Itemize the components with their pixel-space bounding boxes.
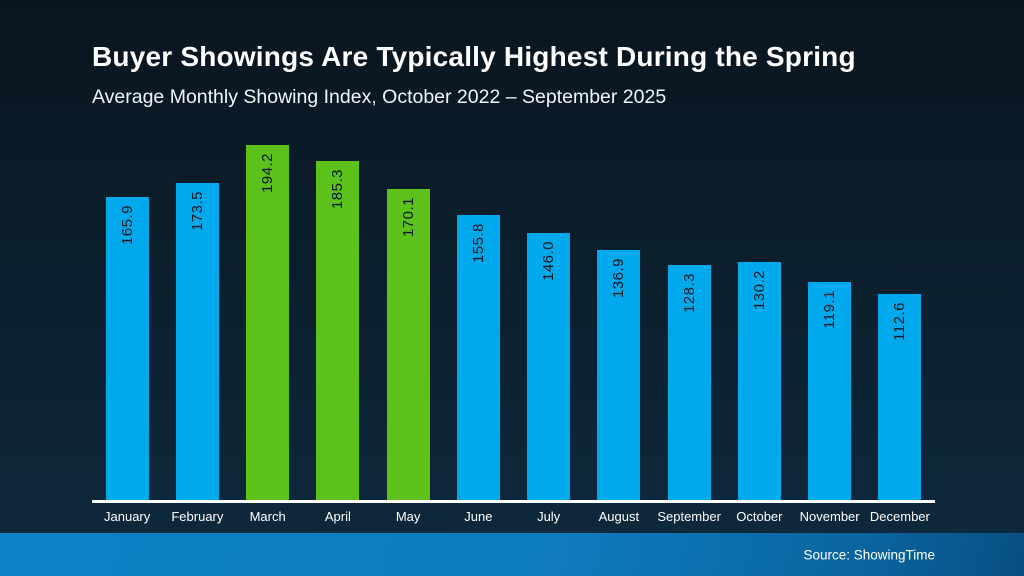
x-axis-label-june: June: [464, 509, 493, 524]
bar-slot-august: 136.9: [584, 143, 654, 500]
bar-value-label-november: 119.1: [821, 290, 839, 329]
x-axis-label-april: April: [324, 509, 351, 524]
bar-march: 194.2: [246, 145, 290, 500]
bar-value-wrap: 128.3: [668, 273, 711, 313]
bar-slot-june: 155.8: [443, 143, 513, 500]
bar-october: 130.2: [737, 262, 781, 500]
bar-value-label-may: 170.1: [399, 197, 417, 238]
bar-slot-october: 130.2: [724, 143, 794, 500]
bar-value-label-july: 146.0: [540, 241, 558, 282]
bar-value-wrap: 146.0: [527, 241, 570, 281]
bar-value-label-february: 173.5: [188, 191, 206, 232]
x-axis-label-august: August: [598, 509, 640, 524]
bar-value-label-march: 194.2: [259, 153, 277, 194]
chart-title: Buyer Showings Are Typically Highest Dur…: [92, 41, 856, 72]
slide-header: Buyer Showings Are Typically Highest Dur…: [92, 40, 952, 109]
bar-value-label-october: 130.2: [750, 270, 768, 311]
bar-value-wrap: 185.3: [316, 169, 359, 209]
x-axis-label-september: September: [657, 509, 721, 524]
bar-may: 170.1: [386, 189, 430, 500]
x-axis-label-january: January: [104, 509, 151, 524]
source-attribution: Source: ShowingTime: [803, 547, 935, 562]
footer-bar: Source: ShowingTime: [0, 533, 1024, 576]
bar-value-wrap: 130.2: [738, 270, 781, 310]
bar-slot-july: 146.0: [514, 143, 584, 500]
bars-area: 165.9 173.5 194.2 185.3 170.1 155.8 146.0 136.9…: [92, 143, 935, 500]
bar-value-label-january: 165.9: [118, 205, 136, 246]
bar-slot-january: 165.9: [92, 143, 162, 500]
bar-value-wrap: 165.9: [106, 205, 149, 245]
bar-value-label-december: 112.6: [891, 302, 909, 341]
bar-july: 146.0: [527, 233, 571, 500]
bar-february: 173.5: [175, 183, 219, 500]
x-axis-label-march: March: [249, 509, 286, 524]
bar-chart: 165.9 173.5 194.2 185.3 170.1 155.8 146.0 136.9…: [92, 143, 935, 524]
bar-slot-february: 173.5: [162, 143, 232, 500]
bar-slot-may: 170.1: [373, 143, 443, 500]
bar-august: 136.9: [597, 250, 641, 500]
bar-value-wrap: 194.2: [246, 153, 289, 193]
bar-value-wrap: 155.8: [457, 223, 500, 263]
x-axis-label-july: July: [537, 509, 561, 524]
bar-june: 155.8: [456, 215, 500, 500]
x-axis-label-november: November: [799, 509, 860, 524]
bar-value-wrap: 170.1: [387, 197, 430, 237]
bar-slot-march: 194.2: [233, 143, 303, 500]
bar-value-label-april: 185.3: [329, 169, 347, 210]
x-axis-label-february: February: [171, 509, 224, 524]
x-axis-label-december: December: [869, 509, 930, 524]
chart-subtitle: Average Monthly Showing Index, October 2…: [92, 85, 667, 108]
bar-value-label-june: 155.8: [469, 223, 487, 264]
bar-december: 112.6: [878, 294, 922, 500]
x-axis-label-may: May: [395, 509, 421, 524]
bar-value-label-september: 128.3: [680, 273, 698, 314]
bar-slot-december: 112.6: [865, 143, 935, 500]
bar-value-label-august: 136.9: [610, 258, 628, 299]
bar-november: 119.1: [808, 282, 852, 500]
bar-value-wrap: 119.1: [808, 290, 851, 329]
x-axis-label-october: October: [736, 509, 783, 524]
x-axis-line: [92, 500, 935, 503]
bar-april: 185.3: [316, 161, 360, 500]
bar-value-wrap: 173.5: [176, 191, 219, 231]
bar-slot-september: 128.3: [654, 143, 724, 500]
bar-value-wrap: 112.6: [878, 302, 921, 341]
bar-slot-april: 185.3: [303, 143, 373, 500]
bar-september: 128.3: [667, 265, 711, 500]
x-axis-labels: January February March April May June July Augu…: [92, 509, 935, 524]
bar-slot-november: 119.1: [795, 143, 865, 500]
bar-value-wrap: 136.9: [597, 258, 640, 298]
bar-january: 165.9: [105, 197, 149, 500]
